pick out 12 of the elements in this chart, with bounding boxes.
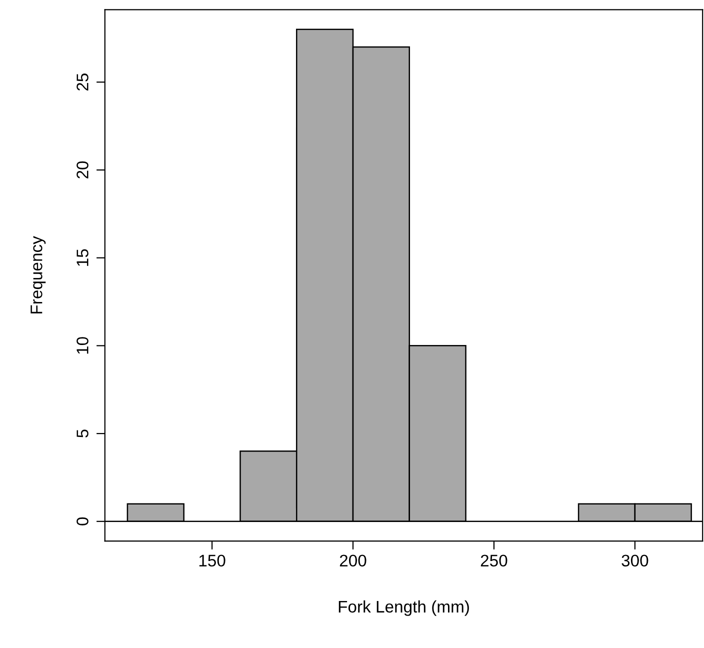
x-tick-label: 200: [340, 554, 366, 567]
y-tick-label: 25: [76, 74, 88, 91]
x-tick-label: 300: [622, 554, 648, 567]
x-tick-label: 250: [480, 554, 508, 567]
x-axis-title: Fork Length (mm): [338, 600, 469, 616]
y-axis-title: Frequency: [30, 236, 46, 314]
x-tick-label: 150: [199, 554, 226, 567]
y-tick-label: 15: [76, 249, 88, 266]
y-tick-label: 20: [76, 161, 88, 178]
y-tick-label: 0: [76, 517, 88, 526]
y-tick-label: 5: [76, 430, 88, 438]
y-tick-label: 10: [76, 337, 88, 354]
